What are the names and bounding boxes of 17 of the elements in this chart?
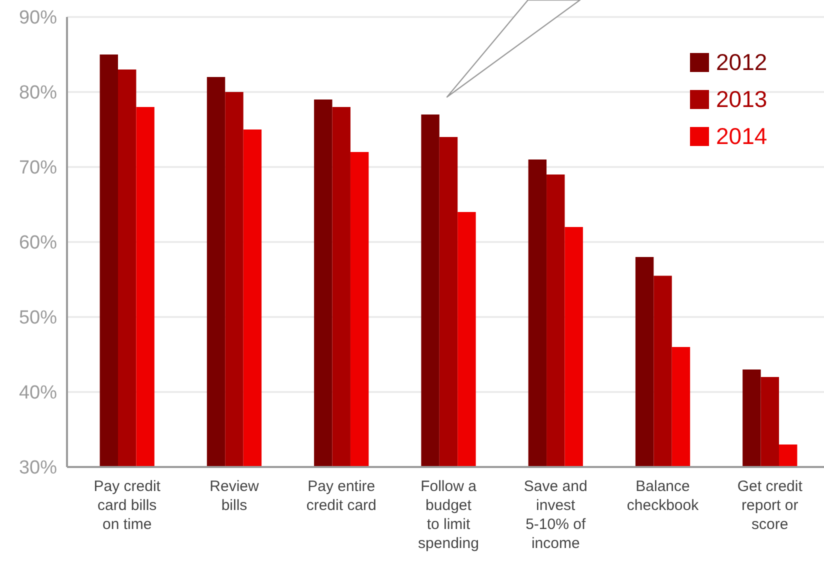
y-tick-label: 70% <box>18 158 58 179</box>
legend-label: 2012 <box>716 49 768 76</box>
legend-label: 2014 <box>716 123 768 150</box>
y-tick-label: 30% <box>18 458 58 479</box>
y-tick-label: 80% <box>18 82 58 104</box>
x-tick-label: Pay entire credit card <box>306 478 376 514</box>
x-tick-label: Balance checkbook <box>626 478 700 514</box>
x-tick-label: Get credit report or score <box>737 478 804 533</box>
x-tick-label: Review bills <box>210 478 259 514</box>
x-tick-label: Follow a budget to limit spending <box>418 478 479 552</box>
y-tick-label: 60% <box>18 232 58 254</box>
x-tick-label: Save and invest 5-10% of income <box>524 478 588 552</box>
y-tick-label: 50% <box>18 308 58 329</box>
y-tick-label: 40% <box>18 382 58 404</box>
x-tick-label: Pay credit card bills on time <box>94 478 162 533</box>
legend-label: 2013 <box>716 86 768 112</box>
y-tick-label: 90% <box>18 8 58 29</box>
